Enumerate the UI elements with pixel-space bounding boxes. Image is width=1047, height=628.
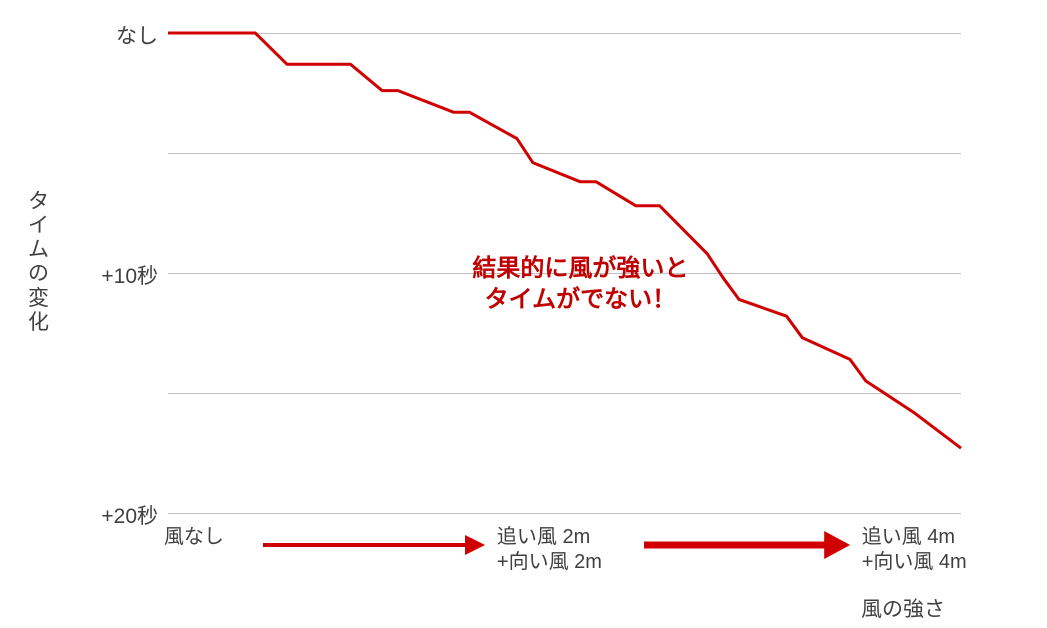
- annotation-text: 結果的に風が強いとタイムがでない！: [440, 253, 720, 315]
- x-axis-title: 風の強さ: [861, 593, 945, 623]
- y-tick-label: +20秒: [101, 500, 158, 530]
- y-tick-label: +10秒: [101, 260, 158, 290]
- x-axis-arrow: [263, 525, 487, 565]
- chart-container: タ イ ム の 変 化 風の強さ なし +10秒 +20秒 結果的に風が強いとタイムが…: [0, 0, 1047, 628]
- x-axis-arrow: [644, 525, 852, 565]
- y-tick-label: なし: [116, 20, 158, 50]
- gridline: [168, 513, 961, 514]
- x-tick-label: 追い風 2m+向い風 2m: [497, 525, 602, 575]
- x-tick-label: 風なし: [164, 525, 224, 550]
- y-axis-title: タ イ ム の 変 化: [28, 190, 49, 335]
- x-tick-label: 追い風 4m+向い風 4m: [862, 525, 967, 575]
